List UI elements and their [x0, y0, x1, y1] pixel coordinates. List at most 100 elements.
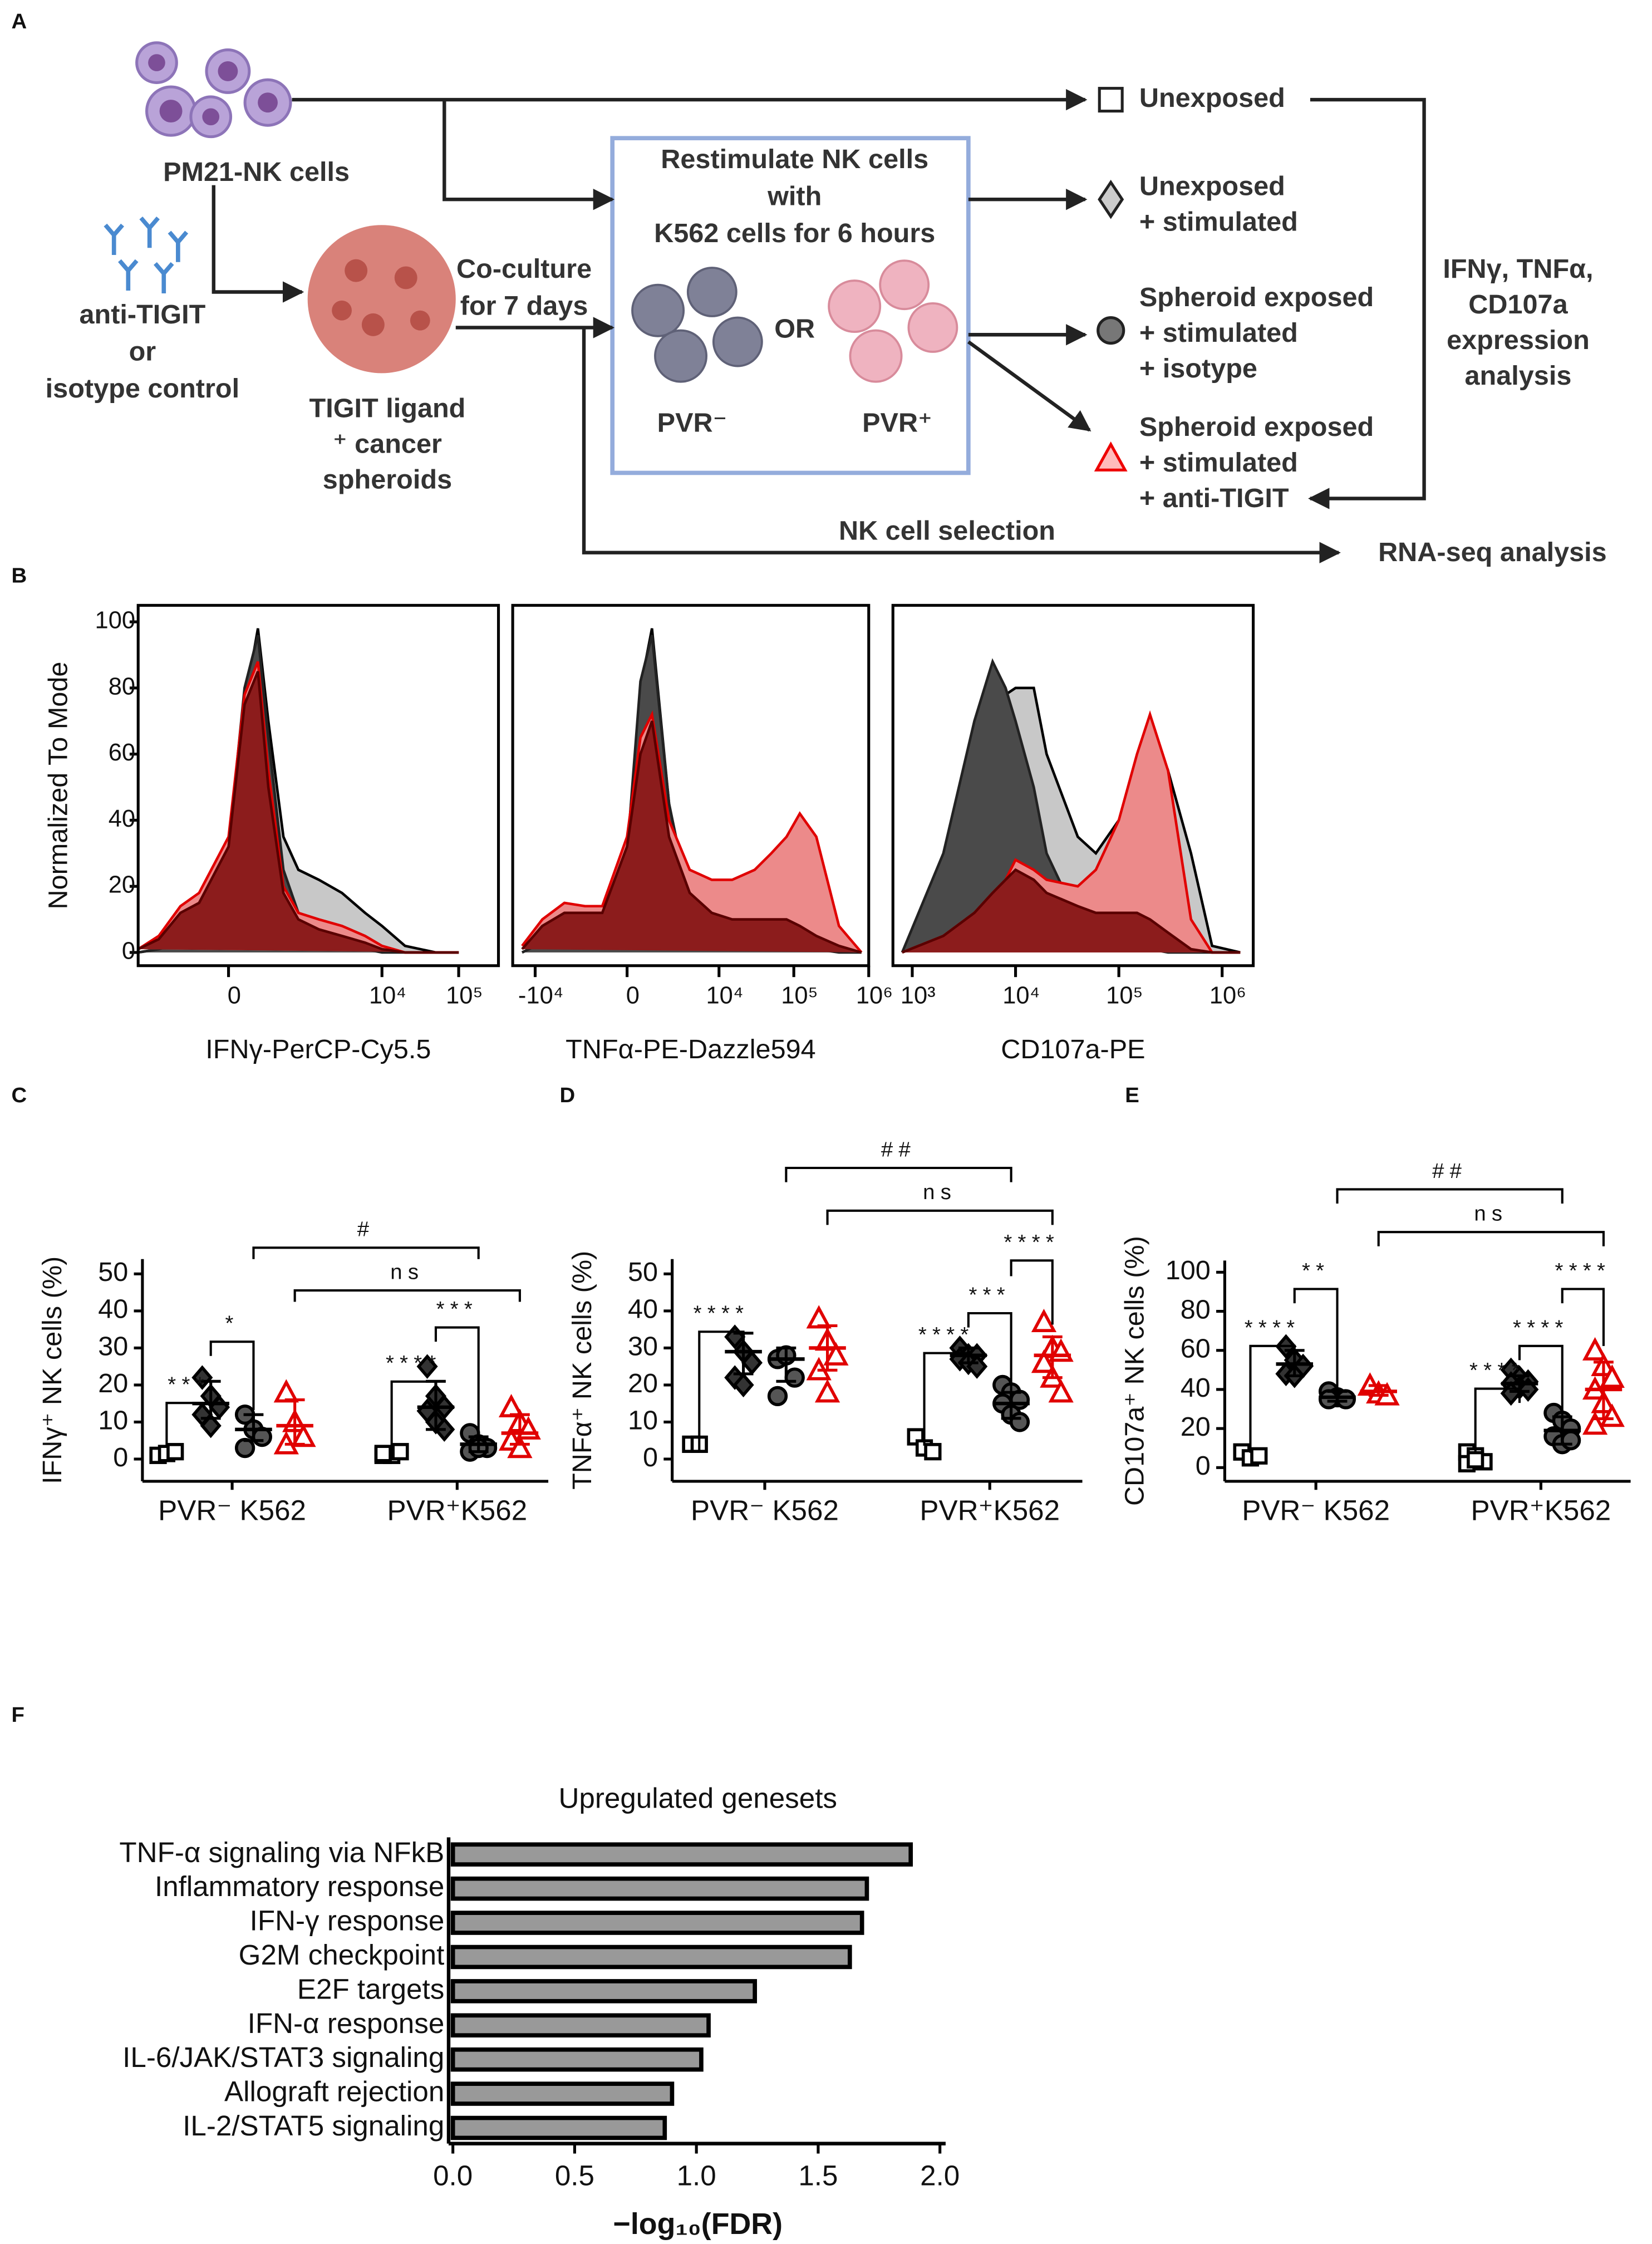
y-tick-label: 80: [1181, 1294, 1211, 1324]
x-tick-label: 10⁵: [446, 982, 483, 1009]
y-tick-label: E2F targets: [297, 1973, 444, 2005]
significance-bracket: [967, 1312, 1012, 1393]
legend-triangle: [1094, 441, 1128, 472]
label: or: [129, 336, 156, 366]
panel-label: A: [12, 9, 27, 33]
y-axis-label: TNFα⁺ NK cells (%): [567, 1251, 597, 1490]
label: K562 cells for 6 hours: [654, 218, 935, 248]
significance-label: ****: [1513, 1315, 1569, 1339]
x-tick-label: 0.0: [433, 2160, 473, 2192]
label: TIGIT ligand: [309, 394, 466, 424]
significance-bracket: [252, 1246, 480, 1259]
y-tick-label: IFN-α response: [248, 2007, 445, 2039]
significance-bracket: [390, 1380, 437, 1446]
x-tick-label: -10⁴: [518, 982, 564, 1009]
plot-frame: [891, 603, 1255, 968]
significance-label: ##: [881, 1137, 916, 1161]
significance-bracket: [1293, 1288, 1339, 1403]
x-tick-label: PVR⁻ K562: [691, 1495, 839, 1526]
significance-label: ****: [386, 1351, 442, 1375]
significance-label: ns: [923, 1180, 957, 1204]
significance-bracket: [826, 1209, 1054, 1225]
dot: [1031, 1349, 1057, 1373]
y-tick-label: 100: [95, 607, 136, 634]
y-tick-label: Inflammatory response: [155, 1870, 444, 1902]
dot: [1582, 1411, 1608, 1435]
y-tick-label: Allograft rejection: [224, 2076, 444, 2108]
dot: [200, 1413, 222, 1438]
label: analysis: [1465, 361, 1572, 391]
label: IFNγ, TNFα,: [1443, 254, 1593, 284]
y-tick-label: 10: [98, 1405, 128, 1435]
dot: [924, 1443, 942, 1461]
y-tick-label: 20: [1181, 1412, 1211, 1442]
y-tick-label: 60: [1181, 1334, 1211, 1364]
y-tick-label: 30: [98, 1331, 128, 1361]
legend-diamond: [1098, 179, 1124, 219]
dot: [1048, 1379, 1074, 1403]
y-tick-label: 60: [109, 739, 135, 766]
y-tick-label: TNF-α signaling via NFkB: [119, 1837, 444, 1868]
x-tick-label: 10⁶: [856, 982, 893, 1009]
significance-bracket: [434, 1326, 480, 1432]
y-tick-label: 100: [1166, 1255, 1211, 1285]
y-tick-label: 40: [98, 1294, 128, 1324]
label: isotype control: [46, 374, 239, 404]
panel-label: E: [1125, 1083, 1139, 1107]
dot: [391, 1443, 409, 1461]
label: + anti-TIGIT: [1139, 483, 1289, 513]
x-tick-label: 10⁵: [781, 982, 818, 1009]
histogram-area: [521, 720, 862, 954]
panel-label: B: [12, 563, 27, 587]
label: expression: [1447, 325, 1590, 355]
dot: [1319, 1389, 1339, 1410]
x-tick-label: 1.0: [677, 2160, 716, 2192]
dot: [806, 1305, 832, 1329]
significance-label: #: [357, 1217, 375, 1241]
label: + stimulated: [1139, 318, 1298, 348]
schematic: [104, 41, 1426, 563]
significance-label: ****: [694, 1302, 750, 1325]
dot: [1467, 1451, 1484, 1469]
label: Restimulate NK cells: [661, 144, 928, 174]
label: Spheroid exposed: [1139, 282, 1374, 312]
dot: [814, 1379, 840, 1403]
significance-label: ***: [168, 1373, 210, 1397]
schematic-texts: PM21-NK cells anti-TIGIT or isotype cont…: [46, 144, 1607, 567]
bar: [450, 1911, 864, 1935]
significance-label: ****: [918, 1323, 975, 1347]
y-tick-label: 10: [628, 1405, 658, 1435]
histogram-area: [902, 868, 1241, 954]
label: OR: [774, 313, 815, 343]
y-axis-label: Normalized To Mode: [43, 662, 73, 910]
y-tick-label: IL-2/STAT5 signaling: [183, 2110, 444, 2142]
significance-bracket: [293, 1289, 521, 1302]
dot: [507, 1435, 533, 1459]
x-tick-label: PVR⁻ K562: [158, 1495, 306, 1526]
panel-label: F: [12, 1703, 24, 1727]
y-tick-label: 40: [628, 1294, 658, 1324]
bar: [450, 1876, 869, 1901]
significance-label: ****: [1555, 1259, 1611, 1283]
histogram-area: [521, 710, 863, 954]
y-tick-label: 0: [122, 937, 135, 964]
label: + stimulated: [1139, 448, 1298, 478]
significance-label: ns: [1474, 1202, 1508, 1226]
y-tick-label: 0: [1196, 1451, 1211, 1481]
dot: [1599, 1403, 1625, 1427]
significance-bracket: [1377, 1231, 1605, 1246]
label: with: [767, 181, 822, 211]
bar: [450, 1979, 758, 2004]
significance-label: ****: [1469, 1358, 1526, 1382]
legend-circle: [1097, 316, 1125, 345]
dot: [1009, 1412, 1030, 1432]
plot-frame: [511, 603, 871, 968]
y-tick-label: IL-6/JAK/STAT3 signaling: [122, 2041, 444, 2073]
group-labels: Unexposed Unexposed + stimulated Spheroi…: [1139, 83, 1374, 513]
spheroid-icon: [307, 225, 456, 374]
y-tick-label: 80: [109, 673, 135, 700]
dot: [273, 1379, 299, 1403]
significance-bracket: [698, 1330, 745, 1450]
dot: [767, 1386, 788, 1407]
y-tick-label: 20: [98, 1368, 128, 1398]
